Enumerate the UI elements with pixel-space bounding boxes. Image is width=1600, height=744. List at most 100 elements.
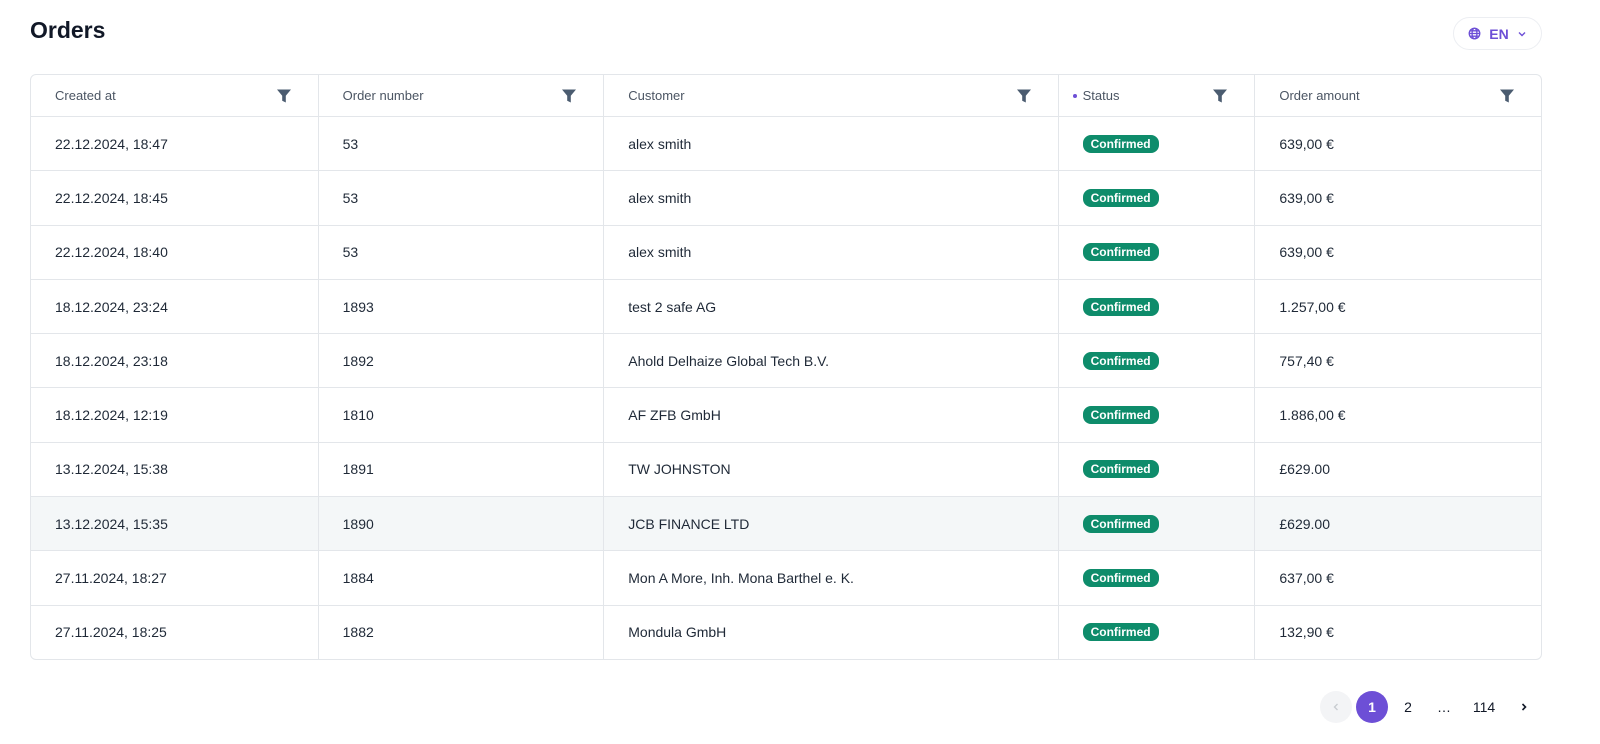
table-cell: alex smith [603, 171, 1057, 225]
status-badge: Confirmed [1082, 351, 1159, 370]
prev-page-button[interactable] [1320, 691, 1352, 723]
table-cell: 13.12.2024, 15:35 [31, 497, 318, 550]
cell-value: Ahold Delhaize Global Tech B.V. [628, 352, 830, 369]
filter-icon[interactable] [1212, 88, 1228, 107]
table-row[interactable]: 13.12.2024, 15:38 1891 TW JOHNSTON Confirme… [31, 441, 1541, 497]
cell-value: 1890 [342, 515, 374, 532]
table-cell: Confirmed [1057, 551, 1255, 605]
page-button[interactable]: 1 [1356, 691, 1388, 723]
chevron-right-icon [1521, 703, 1527, 711]
table-row[interactable]: 27.11.2024, 18:25 1882 Mondula GmbH Confirm… [31, 604, 1541, 659]
column-header[interactable]: Order number [317, 75, 604, 116]
table-cell: 27.11.2024, 18:25 [31, 606, 318, 659]
chevron-left-icon [1333, 703, 1338, 711]
table-cell: AF ZFB GmbH [603, 388, 1057, 442]
column-header[interactable]: Order amount [1254, 75, 1541, 116]
table-row[interactable]: 27.11.2024, 18:27 1884 Mon A More, Inh. Mo… [31, 550, 1541, 605]
cell-value: 18.12.2024, 23:18 [55, 352, 168, 369]
cell-value: 13.12.2024, 15:38 [55, 461, 168, 478]
cell-value: 18.12.2024, 23:24 [55, 298, 168, 315]
cell-value: 637,00 € [1279, 570, 1334, 587]
cell-value: 639,00 € [1279, 244, 1334, 261]
status-badge: Confirmed [1082, 623, 1159, 642]
status-badge: Confirmed [1082, 188, 1159, 207]
table-cell: 1.886,00 € [1254, 388, 1541, 442]
column-label: Created at [55, 88, 116, 103]
table-cell: £629.00 [1254, 497, 1541, 551]
cell-value: 757,40 € [1279, 352, 1334, 369]
cell-value: AF ZFB GmbH [628, 407, 721, 424]
table-row[interactable]: 22.12.2024, 18:40 53 alex smith Confirmed 63… [31, 224, 1541, 279]
language-label: EN [1489, 25, 1509, 42]
status-badge: Confirmed [1082, 243, 1159, 262]
status-badge: Confirmed [1082, 297, 1159, 316]
page-button[interactable]: 2 [1404, 699, 1412, 715]
chevron-down-icon [1518, 31, 1526, 36]
table-header: Created at Order number Customer Status Orde… [31, 75, 1541, 116]
table-cell: 53 [317, 225, 604, 279]
cell-value: 27.11.2024, 18:25 [55, 624, 167, 641]
status-badge: Confirmed [1082, 406, 1159, 425]
cell-value: Mondula GmbH [628, 624, 727, 641]
column-label: Order number [342, 88, 424, 103]
table-cell: 13.12.2024, 15:38 [31, 443, 318, 496]
cell-value: 1810 [342, 407, 374, 424]
cell-value: 53 [342, 189, 359, 206]
table-row[interactable]: 22.12.2024, 18:47 53 alex smith Confirmed 63… [31, 116, 1541, 171]
filter-icon[interactable] [1016, 88, 1032, 107]
table-cell: Confirmed [1057, 334, 1255, 388]
filter-icon[interactable] [1499, 88, 1515, 107]
table-row[interactable]: 13.12.2024, 15:35 1890 JCB FINANCE LTD Conf… [31, 496, 1541, 551]
cell-value: JCB FINANCE LTD [628, 515, 750, 532]
table-cell: Confirmed [1057, 279, 1255, 334]
cell-value: 53 [342, 135, 359, 152]
column-header[interactable]: Status [1057, 75, 1255, 116]
filter-icon[interactable] [276, 88, 292, 107]
cell-value: 1884 [342, 570, 374, 587]
table-cell: 18.12.2024, 23:18 [31, 334, 318, 387]
cell-value: TW JOHNSTON [628, 461, 731, 478]
table-cell: 22.12.2024, 18:45 [31, 171, 318, 224]
filter-icon[interactable] [561, 88, 577, 107]
status-badge: Confirmed [1082, 569, 1159, 588]
cell-value: 639,00 € [1279, 189, 1334, 206]
cell-value: 13.12.2024, 15:35 [55, 515, 168, 532]
table-cell: 18.12.2024, 12:19 [31, 388, 318, 441]
cell-value: 639,00 € [1279, 135, 1334, 152]
table-cell: Confirmed [1057, 117, 1255, 171]
column-header[interactable]: Created at [31, 75, 318, 116]
table-cell: 1892 [317, 334, 604, 388]
column-header[interactable]: Customer [603, 75, 1057, 116]
table-cell: 757,40 € [1254, 334, 1541, 388]
table-cell: Confirmed [1057, 497, 1255, 551]
language-selector[interactable]: EN [1453, 17, 1542, 50]
page-button[interactable]: 114 [1472, 699, 1496, 715]
cell-value: 132,90 € [1279, 624, 1334, 641]
table-cell: 1893 [317, 279, 604, 334]
table-row[interactable]: 18.12.2024, 23:24 1893 test 2 safe AG Confi… [31, 278, 1541, 334]
table-cell: Ahold Delhaize Global Tech B.V. [603, 334, 1057, 388]
column-label: Status [1082, 88, 1120, 103]
table-cell: £629.00 [1254, 442, 1541, 497]
table-cell: 53 [317, 171, 604, 225]
globe-icon [1468, 27, 1481, 40]
table-cell: alex smith [603, 117, 1057, 171]
table-cell: 22.12.2024, 18:47 [31, 117, 318, 170]
cell-value: test 2 safe AG [628, 298, 717, 315]
table-row[interactable]: 22.12.2024, 18:45 53 alex smith Confirmed 63… [31, 170, 1541, 225]
table-cell: Confirmed [1057, 225, 1255, 279]
table-cell: Confirmed [1057, 442, 1255, 497]
table-cell: Confirmed [1057, 605, 1255, 659]
cell-value: Mon A More, Inh. Mona Barthel e. K. [628, 570, 854, 587]
table-row[interactable]: 18.12.2024, 12:19 1810 AF ZFB GmbH Confirme… [31, 387, 1541, 442]
cell-value: 18.12.2024, 12:19 [55, 407, 168, 424]
table-cell: Mondula GmbH [603, 605, 1057, 659]
table-cell: 1891 [317, 442, 604, 497]
page-title: Orders [30, 17, 106, 43]
cell-value: 1882 [342, 624, 374, 641]
table-row[interactable]: 18.12.2024, 23:18 1892 Ahold Delhaize Glob… [31, 333, 1541, 388]
next-page-button[interactable] [1508, 691, 1540, 723]
sort-indicator [1072, 93, 1077, 98]
column-label: Customer [628, 88, 685, 103]
table-cell: 27.11.2024, 18:27 [31, 551, 318, 604]
